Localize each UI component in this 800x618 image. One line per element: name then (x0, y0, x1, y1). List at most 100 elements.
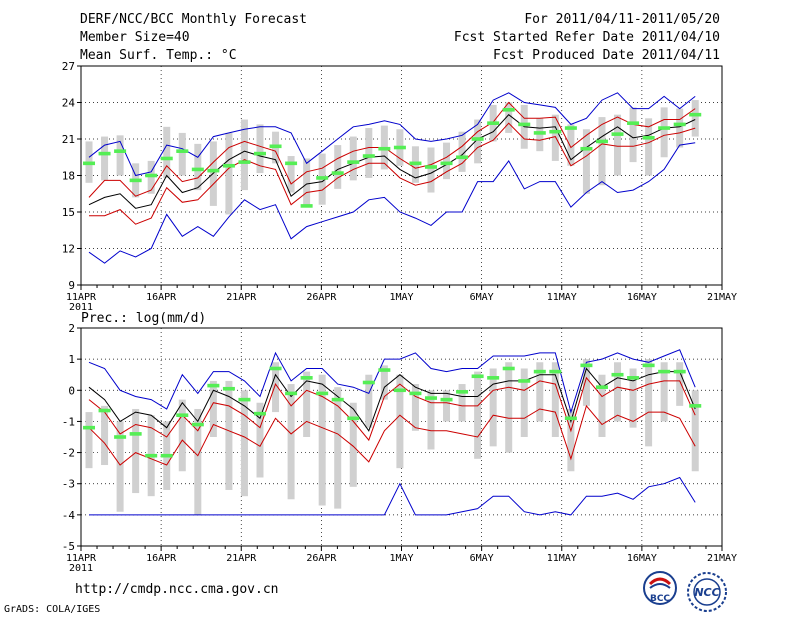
median-marker (300, 376, 313, 380)
ensemble-box (318, 374, 326, 506)
median-marker (222, 163, 235, 168)
ensemble-box (116, 135, 124, 176)
x-year-label: 2011 (69, 302, 93, 313)
median-marker (658, 369, 671, 374)
ensemble-box (396, 374, 404, 469)
x-tick-label: 11APR (66, 553, 97, 564)
series-line-upper (88, 101, 696, 198)
x-tick-label: 1MAY (389, 292, 413, 303)
y-tick-label: 1 (68, 353, 75, 366)
median-marker (409, 161, 422, 166)
x-year-label: 2011 (69, 563, 93, 574)
median-marker (269, 144, 282, 149)
ensemble-box (240, 390, 248, 497)
ensemble-box (536, 362, 544, 422)
ensemble-box (660, 107, 668, 158)
median-marker (331, 397, 344, 402)
ensemble-box (474, 119, 482, 164)
ensemble-box (551, 114, 559, 161)
median-marker (207, 168, 220, 173)
median-marker (611, 132, 624, 136)
median-marker (176, 149, 189, 153)
x-tick-label: 21MAY (707, 553, 737, 564)
median-marker (627, 376, 640, 380)
ensemble-box (660, 362, 668, 422)
x-tick-label: 21APR (226, 292, 257, 303)
median-marker (533, 131, 546, 135)
y-tick-label: 2 (68, 322, 75, 335)
y-tick-label: -5 (62, 540, 75, 553)
median-marker (409, 391, 422, 396)
ensemble-box (303, 371, 311, 437)
median-marker (300, 204, 313, 208)
y-tick-label: 27 (62, 60, 75, 73)
median-marker (533, 369, 546, 374)
median-marker (611, 372, 624, 377)
ensemble-box (567, 124, 575, 166)
ensemble-box (101, 136, 109, 181)
grads-credit: GrADS: COLA/IGES (4, 604, 101, 615)
median-marker (487, 121, 500, 125)
median-marker (129, 178, 142, 183)
ensemble-box (458, 131, 466, 172)
ensemble-box (411, 384, 419, 431)
ncc-logo-icon: NCC (687, 572, 727, 612)
median-marker (393, 388, 406, 393)
median-marker (580, 146, 593, 151)
source-url[interactable]: http://cmdp.ncc.cma.gov.cn (75, 582, 279, 597)
median-marker (549, 369, 562, 374)
y-tick-label: 0 (68, 384, 75, 397)
median-marker (160, 453, 173, 458)
bcc-logo-icon: BCC (643, 571, 677, 605)
refer-date: Fcst Started Refer Date 2011/04/10 (453, 30, 720, 45)
median-marker (440, 161, 453, 166)
ensemble-box (349, 136, 357, 181)
median-marker (580, 363, 593, 368)
ensemble-box (256, 402, 264, 478)
median-marker (129, 432, 142, 436)
ensemble-box (132, 408, 140, 494)
median-marker (347, 160, 360, 164)
ensemble-box (443, 142, 451, 180)
series-line-max (88, 92, 696, 177)
y-tick-label: 21 (62, 133, 75, 146)
x-tick-label: 16MAY (627, 292, 657, 303)
ensemble-box (505, 102, 513, 133)
ensemble-box (101, 405, 109, 466)
ensemble-box (303, 158, 311, 208)
median-marker (347, 416, 360, 421)
series-line-min (88, 142, 696, 264)
median-marker (83, 161, 96, 166)
median-marker (362, 380, 375, 385)
ensemble-box (691, 100, 699, 137)
ensemble-box (505, 362, 513, 453)
ensemble-box (676, 362, 684, 406)
median-marker (114, 149, 127, 153)
ensemble-box (287, 384, 295, 500)
ensemble-box (209, 380, 217, 437)
median-marker (378, 146, 391, 151)
x-tick-label: 1MAY (389, 553, 413, 564)
median-marker (285, 391, 298, 396)
ensemble-box (536, 118, 544, 152)
ensemble-box (629, 107, 637, 163)
series-line-min (89, 476, 696, 516)
ensemble-box (240, 119, 248, 191)
median-marker (487, 376, 500, 380)
series-line-mean (88, 367, 696, 432)
y-tick-label: 12 (62, 243, 75, 256)
ensemble-box (287, 156, 295, 193)
median-marker (98, 408, 111, 413)
median-marker (549, 129, 562, 134)
ensemble-box (489, 368, 497, 447)
median-marker (253, 411, 266, 416)
median-marker (176, 413, 189, 417)
median-marker (658, 126, 671, 130)
median-marker (222, 386, 235, 391)
ensemble-box (334, 387, 342, 509)
median-marker (689, 112, 702, 117)
ensemble-box (178, 399, 186, 472)
chart-panel-1: 9 12 15 18 21 24 27 11APR 16APR 21APR 26APR 1MAY 6MA… (62, 60, 737, 313)
ensemble-box (598, 374, 606, 437)
